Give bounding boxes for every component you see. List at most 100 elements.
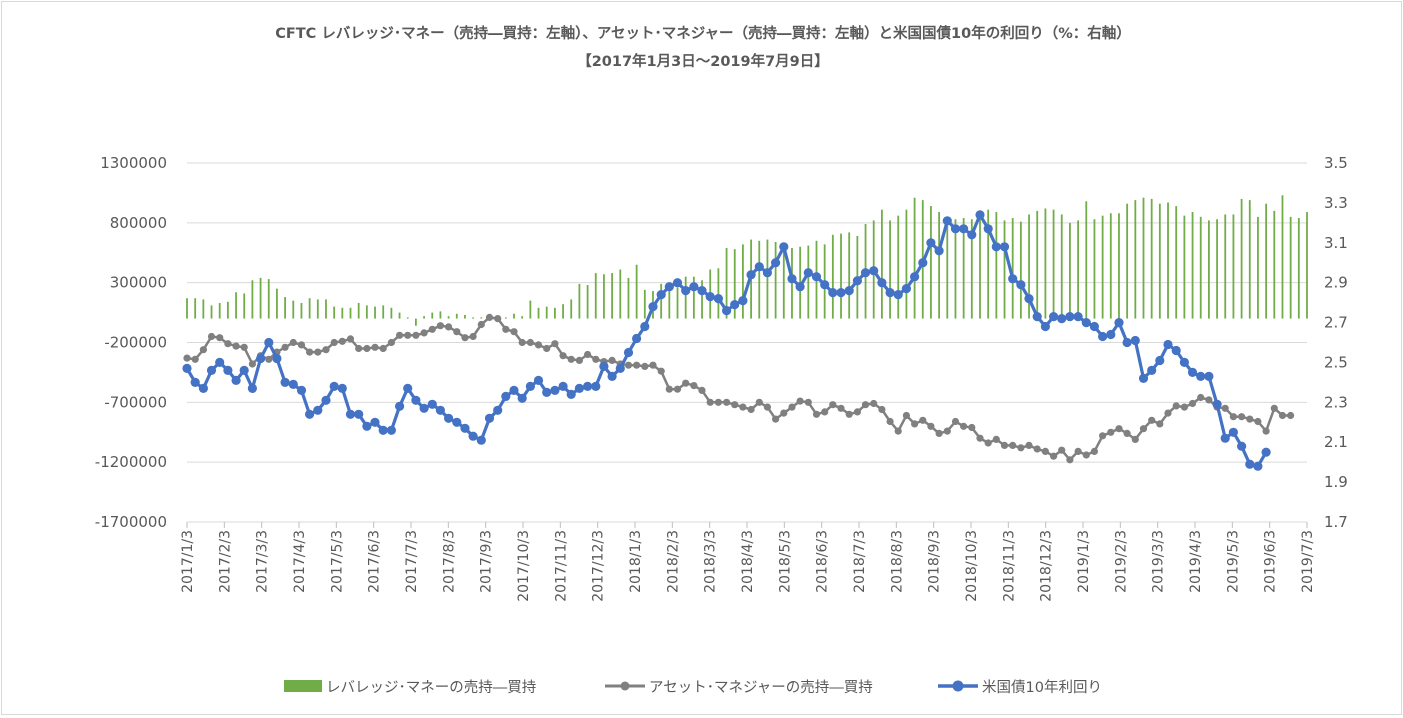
leverage-bar (938, 212, 941, 319)
left-y-tick-label: -1700000 (95, 513, 167, 531)
leverage-bar (692, 276, 695, 319)
asset-manager-point (453, 328, 461, 336)
leverage-bar (349, 307, 352, 319)
leverage-bar (1069, 222, 1071, 319)
asset-manager-point (1107, 428, 1115, 436)
asset-manager-point (412, 331, 420, 339)
us10y-yield-point (403, 383, 413, 393)
leverage-bar (1150, 198, 1153, 319)
asset-manager-point (837, 404, 845, 412)
us10y-yield-point (1040, 321, 1050, 332)
us10y-yield-point (1138, 373, 1149, 383)
leverage-bar (1183, 215, 1186, 319)
us10y-yield-point (599, 361, 609, 371)
us10y-yield-point (1204, 371, 1214, 381)
asset-manager-point (248, 360, 256, 368)
us10y-yield-point (591, 381, 601, 391)
legend-marker-us10y (952, 680, 964, 692)
leverage-bar (627, 277, 630, 319)
leverage-bar (194, 298, 197, 319)
leverage-bar (1306, 212, 1308, 319)
us10y-yield-point (509, 385, 519, 395)
asset-manager-point (338, 337, 346, 345)
us10y-yield-point (337, 383, 347, 393)
asset-manager-point (870, 399, 878, 408)
us10y-yield-point (395, 401, 405, 411)
x-tick-label: 2018/1/3 (628, 530, 644, 593)
asset-manager-point (976, 434, 984, 442)
leverage-bar (717, 268, 720, 319)
asset-manager-point (1246, 415, 1254, 423)
leverage-bar (513, 313, 515, 319)
us10y-yield-point (566, 389, 576, 399)
us10y-yield-point (811, 272, 822, 282)
leverage-bar (774, 241, 777, 319)
asset-manager-point (1238, 413, 1246, 421)
asset-manager-point (436, 322, 444, 330)
asset-manager-point (428, 325, 436, 333)
x-tick-label: 2017/11/3 (553, 530, 569, 602)
x-tick-label: 2017/5/3 (329, 530, 345, 593)
asset-manager-point (575, 356, 584, 364)
asset-manager-point (747, 405, 755, 414)
us10y-yield-point (239, 365, 249, 375)
leverage-bar (701, 280, 703, 319)
leverage-bar (415, 318, 417, 326)
asset-manager-point (191, 355, 199, 363)
asset-manager-point (494, 315, 502, 323)
leverage-bar (848, 232, 851, 319)
us10y-yield-point (681, 286, 691, 296)
x-tick-label: 2018/2/3 (665, 530, 681, 593)
leverage-bar (218, 303, 221, 319)
leverage-bar (1207, 220, 1210, 319)
us10y-yield-point (313, 405, 323, 415)
us10y-yield-point (1179, 357, 1189, 367)
asset-manager-point (265, 355, 273, 363)
us10y-yield-point (484, 413, 495, 423)
asset-manager-point (886, 417, 894, 426)
us10y-yield-point (362, 421, 372, 431)
x-tick-label: 2019/4/3 (1188, 530, 1204, 593)
us10y-yield-point (1032, 312, 1042, 322)
asset-manager-point (183, 354, 191, 362)
us10y-yield-point (296, 385, 307, 395)
left-y-tick-label: -200000 (104, 334, 167, 352)
leverage-bar (284, 297, 287, 319)
chart-title: CFTC レバレッジ･マネー（売持―買持：左軸）、アセット･マネジャー（売持―買… (275, 24, 1131, 42)
asset-manager-point (731, 401, 739, 409)
us10y-yield-point (452, 417, 462, 427)
us10y-yield-point (803, 268, 813, 278)
asset-manager-point (1025, 441, 1033, 449)
us10y-yield-point (779, 242, 789, 252)
leverage-bar (1093, 219, 1096, 319)
us10y-yield-point (247, 383, 257, 393)
us10y-yield-point (411, 395, 421, 405)
asset-manager-point (690, 382, 698, 390)
leverage-bar (635, 264, 638, 319)
asset-manager-point (404, 331, 412, 339)
asset-manager-point (240, 343, 248, 351)
us10y-yield-point (288, 379, 298, 389)
leverage-bar (1109, 213, 1112, 319)
us10y-yield-point (1187, 367, 1198, 377)
us10y-yield-point (1122, 337, 1132, 348)
us10y-yield-point (256, 353, 266, 364)
us10y-yield-point (345, 409, 356, 419)
leverage-bar (1003, 220, 1006, 319)
asset-manager-point (477, 320, 485, 329)
leverage-bar (537, 307, 540, 319)
x-tick-label: 2018/11/3 (1001, 530, 1017, 602)
leverage-bar (1248, 200, 1251, 319)
asset-manager-point (723, 398, 731, 406)
asset-manager-point (714, 398, 723, 406)
asset-manager-point (812, 410, 821, 418)
x-tick-label: 2019/2/3 (1113, 530, 1129, 593)
asset-manager-point (1221, 404, 1229, 412)
x-tick-label: 2019/7/3 (1300, 530, 1316, 593)
us10y-yield-point (1089, 321, 1099, 332)
asset-manager-point (1000, 441, 1009, 449)
leverage-bar (390, 307, 393, 319)
asset-manager-point (592, 355, 600, 363)
asset-manager-point (1188, 399, 1197, 408)
leverage-bar (840, 233, 842, 319)
